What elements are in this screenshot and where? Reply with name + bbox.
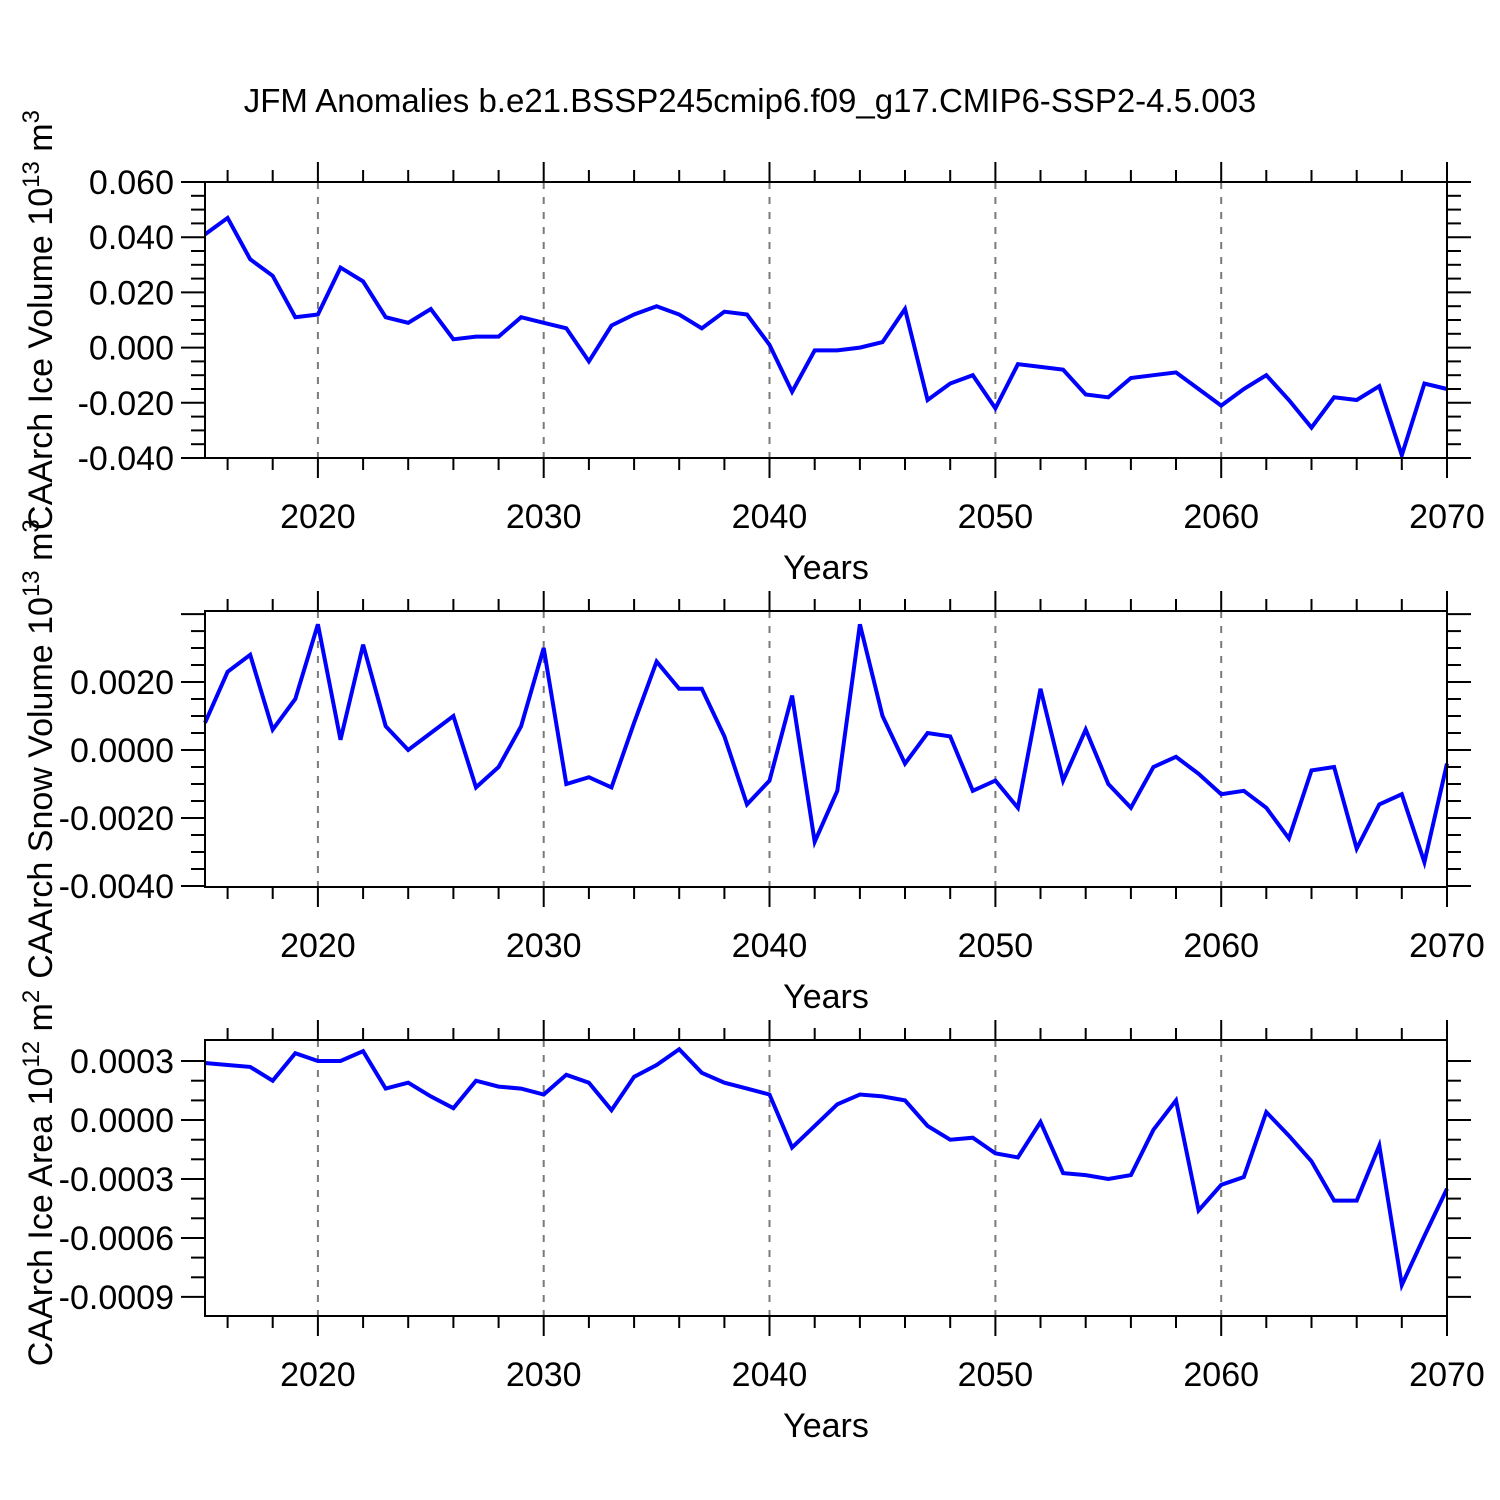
x-axis-title: Years <box>783 549 869 587</box>
y-tick-label: 0.0000 <box>70 732 174 770</box>
x-tick-label: 2020 <box>280 927 356 965</box>
y-tick-label: -0.0009 <box>59 1279 174 1317</box>
panel-caarch-ice-volume: 0.060 0.040 0.020 0.000 -0.020 -0.040 2020 2030… <box>18 110 1485 587</box>
caarch-ice-volume-line <box>203 214 1448 462</box>
x-tick-label: 2020 <box>280 1356 356 1394</box>
y-tick-label: -0.0003 <box>59 1161 174 1199</box>
x-tick-label: 2030 <box>506 498 582 536</box>
plot-frame <box>204 1039 1448 1317</box>
y-tick-label: -0.0040 <box>59 868 174 906</box>
x-tick-label: 2020 <box>280 498 356 536</box>
panel-caarch-ice-area: 0.0003 0.0000 -0.0003 -0.0006 -0.0009 2020 203… <box>18 990 1485 1445</box>
x-tick-label: 2060 <box>1183 498 1259 536</box>
x-tick-label: 2050 <box>958 1356 1034 1394</box>
y-tick-label: 0.0000 <box>70 1102 174 1140</box>
x-tick-label: 2060 <box>1183 1356 1259 1394</box>
x-tick-label: 2050 <box>958 498 1034 536</box>
y-tick-label: -0.0006 <box>59 1220 174 1258</box>
y-axis-title: CAArch Ice Volume 1013 m3 <box>18 110 60 530</box>
chart-title: JFM Anomalies b.e21.BSSP245cmip6.f09_g17… <box>244 82 1257 119</box>
x-tick-label: 2060 <box>1183 927 1259 965</box>
y-axis-title: CAArch Ice Area 1012 m2 <box>18 990 60 1366</box>
y-tick-label: 0.060 <box>89 164 174 202</box>
y-tick-label: 0.0003 <box>70 1043 174 1081</box>
y-tick-label: -0.0020 <box>59 800 174 838</box>
x-tick-label: 2040 <box>732 927 808 965</box>
y-tick-label: 0.0020 <box>70 664 174 702</box>
x-tick-label: 2040 <box>732 498 808 536</box>
x-tick-label: 2070 <box>1409 498 1485 536</box>
x-tick-label: 2030 <box>506 927 582 965</box>
x-axis-title: Years <box>783 978 869 1016</box>
x-tick-label: 2040 <box>732 1356 808 1394</box>
x-tick-label: 2070 <box>1409 1356 1485 1394</box>
x-tick-label: 2050 <box>958 927 1034 965</box>
y-tick-label: 0.040 <box>89 219 174 257</box>
y-tick-label: 0.020 <box>89 274 174 312</box>
x-tick-label: 2070 <box>1409 927 1485 965</box>
x-tick-label: 2030 <box>506 1356 582 1394</box>
x-axis-title: Years <box>783 1407 869 1445</box>
plot-frame <box>204 610 1448 888</box>
panel-caarch-snow-volume: 0.0020 0.0000 -0.0020 -0.0040 2020 2030 2040 20… <box>18 519 1485 1016</box>
y-tick-label: -0.020 <box>78 385 174 423</box>
y-tick-label: 0.000 <box>89 330 174 368</box>
caarch-snow-volume-line <box>203 623 1449 870</box>
caarch-ice-area-line <box>204 1046 1449 1292</box>
panels-group: 0.060 0.040 0.020 0.000 -0.020 -0.040 2020 2030… <box>18 110 1485 1445</box>
y-axis-title: CAArch Snow Volume 1013 m3 <box>18 519 60 979</box>
y-tick-label: -0.040 <box>78 440 174 478</box>
